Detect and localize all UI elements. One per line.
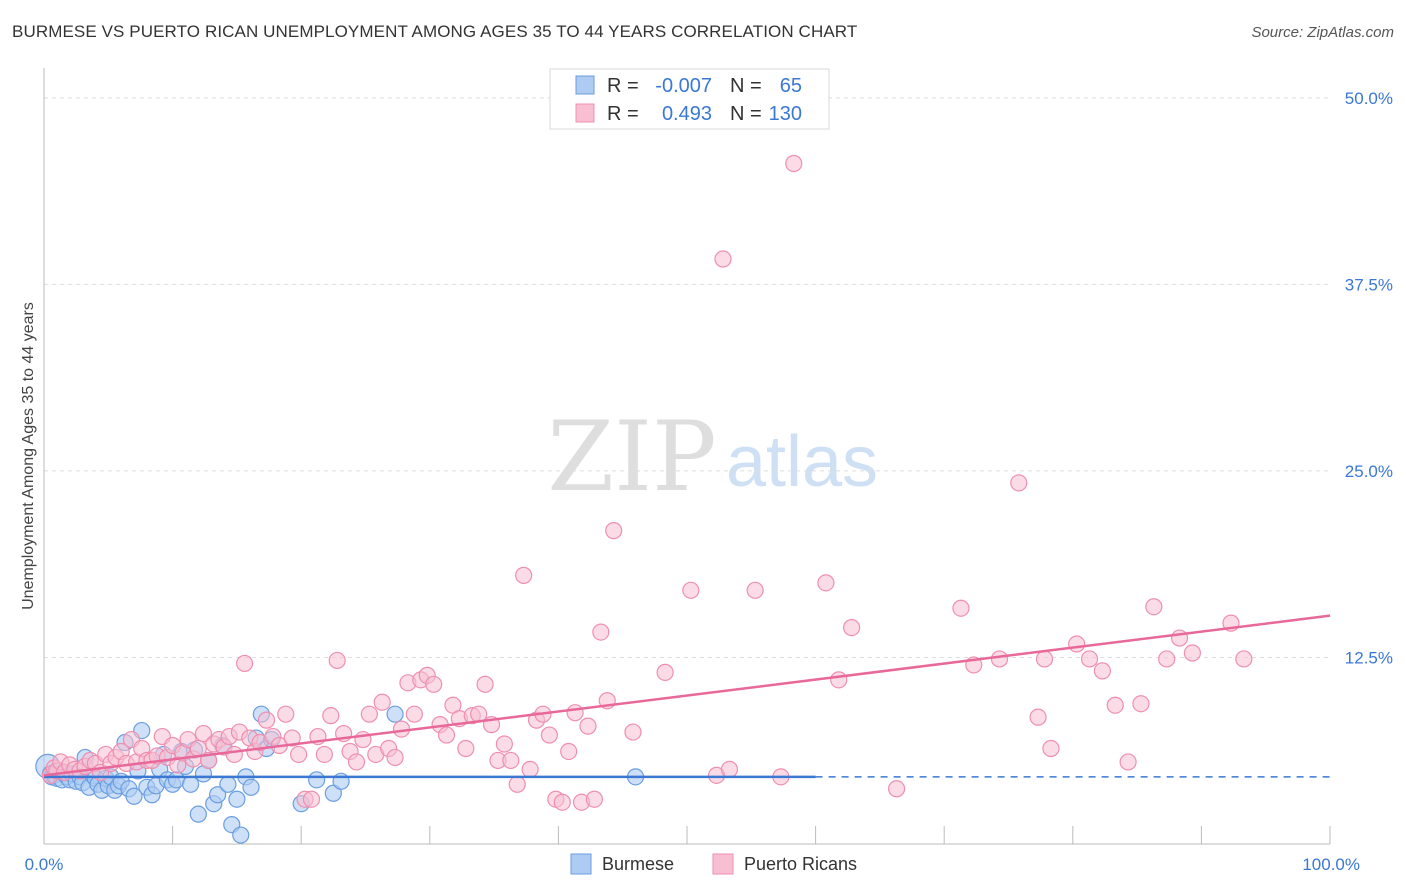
data-point-puerto-rican [257, 711, 276, 729]
data-point-puerto-rican [540, 726, 558, 744]
data-point-puerto-rican [566, 704, 584, 722]
correlation-legend: R = -0.007 N = 65 R = 0.493 N = 130 [549, 68, 830, 130]
data-point-puerto-rican [194, 724, 213, 743]
legend-n-value-puerto-ricans: 130 [769, 103, 802, 125]
legend-n-label: N = [730, 103, 762, 125]
data-point-puerto-rican [714, 250, 732, 268]
data-point-puerto-rican [682, 581, 700, 599]
legend-r-value-burmese: -0.007 [655, 75, 712, 97]
data-point-puerto-rican [1035, 650, 1054, 668]
data-point-puerto-rican [1119, 753, 1137, 771]
data-point-puerto-rican [1093, 662, 1111, 680]
data-point-puerto-rican [1145, 598, 1163, 616]
data-point-puerto-rican [843, 619, 861, 637]
data-point-puerto-rican [328, 651, 346, 670]
data-point-burmese [182, 775, 200, 793]
data-point-puerto-rican [425, 675, 443, 693]
data-point-puerto-rican [290, 745, 308, 764]
y-tick-label: 50.0% [1345, 89, 1393, 108]
legend-n-label: N = [730, 75, 762, 97]
data-point-puerto-rican [283, 729, 301, 747]
data-point-puerto-rican [1010, 474, 1028, 492]
data-point-puerto-rican [302, 790, 321, 808]
bottom-legend-swatch-burmese [570, 853, 592, 875]
data-point-puerto-rican [817, 574, 835, 592]
legend-n-value-burmese: 65 [780, 75, 802, 97]
data-point-puerto-rican [225, 745, 243, 764]
data-point-puerto-rican [1158, 650, 1176, 668]
data-point-puerto-rican [315, 745, 333, 764]
data-point-puerto-rican [236, 654, 254, 673]
data-point-puerto-rican [1235, 650, 1253, 668]
data-point-puerto-rican [508, 775, 526, 793]
data-point-burmese [125, 787, 143, 805]
data-point-puerto-rican [990, 650, 1009, 668]
data-point-puerto-rican [553, 793, 571, 811]
data-point-puerto-rican [605, 522, 623, 540]
y-tick-label: 25.0% [1345, 462, 1393, 481]
series-legend: Burmese Puerto Ricans [570, 853, 857, 875]
data-point-burmese [308, 771, 326, 789]
data-point-puerto-rican [1042, 739, 1060, 758]
data-point-burmese [219, 775, 237, 793]
data-point-puerto-rican [437, 726, 456, 744]
data-point-puerto-rican [785, 154, 803, 173]
data-point-puerto-rican [720, 760, 739, 778]
data-point-puerto-rican [386, 748, 404, 767]
watermark-atlas: atlas [726, 422, 878, 502]
data-point-burmese [189, 805, 207, 823]
data-point-puerto-rican [624, 723, 642, 741]
y-tick-label: 12.5% [1345, 648, 1393, 667]
data-point-puerto-rican [405, 705, 423, 723]
data-point-puerto-rican [592, 623, 610, 641]
data-point-puerto-rican [888, 780, 906, 798]
data-point-puerto-rican [457, 739, 475, 758]
data-point-burmese [324, 784, 342, 802]
data-point-puerto-rican [322, 707, 340, 725]
data-point-puerto-rican [952, 599, 970, 617]
data-point-burmese [232, 826, 250, 844]
data-point-puerto-rican [373, 693, 391, 711]
legend-r-label: R = [607, 103, 639, 125]
data-point-puerto-rican [1080, 650, 1099, 668]
legend-swatch-burmese [575, 75, 595, 95]
data-point-puerto-rican [515, 566, 533, 584]
data-point-puerto-rican [277, 705, 295, 723]
data-point-puerto-rican [502, 751, 520, 770]
data-point-burmese [228, 790, 246, 808]
data-point-puerto-rican [476, 675, 494, 693]
data-point-puerto-rican [579, 717, 597, 735]
source-credit: Source: ZipAtlas.com [1251, 24, 1394, 41]
bottom-legend-label-puerto-ricans: Puerto Ricans [744, 854, 857, 874]
data-point-burmese [386, 705, 404, 723]
watermark-zip: ZIP [547, 401, 716, 513]
data-point-puerto-rican [347, 753, 366, 771]
data-point-burmese [209, 786, 227, 804]
data-point-burmese [242, 778, 260, 796]
legend-r-label: R = [607, 75, 639, 97]
legend-r-value-puerto-ricans: 0.493 [662, 103, 712, 125]
trend-line-puerto-ricans [43, 614, 1331, 777]
data-point-puerto-rican [1106, 696, 1124, 714]
data-point-puerto-rican [830, 671, 848, 689]
data-point-puerto-rican [360, 705, 378, 723]
data-point-puerto-rican [656, 663, 674, 681]
data-point-puerto-rican [521, 760, 539, 778]
data-point-puerto-rican [1132, 695, 1150, 713]
y-tick-label: 37.5% [1345, 275, 1393, 294]
data-point-puerto-rican [1068, 635, 1086, 653]
data-point-puerto-rican [560, 742, 578, 761]
data-point-puerto-rican [1183, 644, 1201, 662]
legend-swatch-puerto-ricans [575, 103, 595, 123]
x-tick-label-min: 0.0% [25, 855, 64, 874]
data-point-puerto-rican [495, 735, 513, 753]
data-point-puerto-rican [746, 581, 764, 599]
data-point-puerto-rican [585, 790, 604, 808]
bottom-legend-label-burmese: Burmese [602, 854, 674, 874]
x-tick-label-max: 100.0% [1302, 855, 1360, 874]
bottom-legend-swatch-puerto-ricans [712, 853, 734, 875]
chart-title: BURMESE VS PUERTO RICAN UNEMPLOYMENT AMO… [12, 22, 858, 41]
data-point-puerto-rican [1029, 708, 1047, 726]
